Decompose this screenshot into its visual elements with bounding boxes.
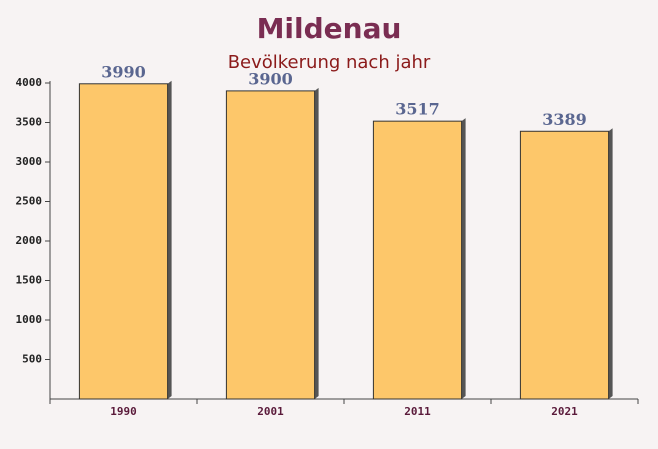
y-tick-label: 1000 [16,313,43,326]
bar [78,83,169,400]
x-tick-label: 1990 [110,405,137,418]
y-tick-label: 1500 [16,274,43,287]
bar-shadow [461,118,466,400]
x-tick-label: 2021 [551,405,578,418]
value-label: 3990 [101,62,146,81]
y-tick-label: 4000 [16,76,43,89]
x-tick-label: 2001 [257,405,284,418]
bar [372,120,463,400]
bar [225,90,316,400]
value-label: 3389 [542,110,587,129]
y-tick-label: 500 [22,353,42,366]
y-tick-label: 2500 [16,195,43,208]
bar-shadow [608,128,613,400]
x-tick-label: 2011 [404,405,431,418]
y-tick-label: 3500 [16,116,43,129]
y-tick-label: 3000 [16,155,43,168]
y-tick-label: 2000 [16,234,43,247]
bar-shadow [167,80,172,399]
chart-title: Mildenau [257,12,402,45]
value-label: 3900 [248,69,293,88]
chart-subtitle: Bevölkerung nach jahr [228,52,431,73]
bar-shadow [314,87,319,400]
value-label: 3517 [395,100,440,119]
bar [519,130,610,400]
